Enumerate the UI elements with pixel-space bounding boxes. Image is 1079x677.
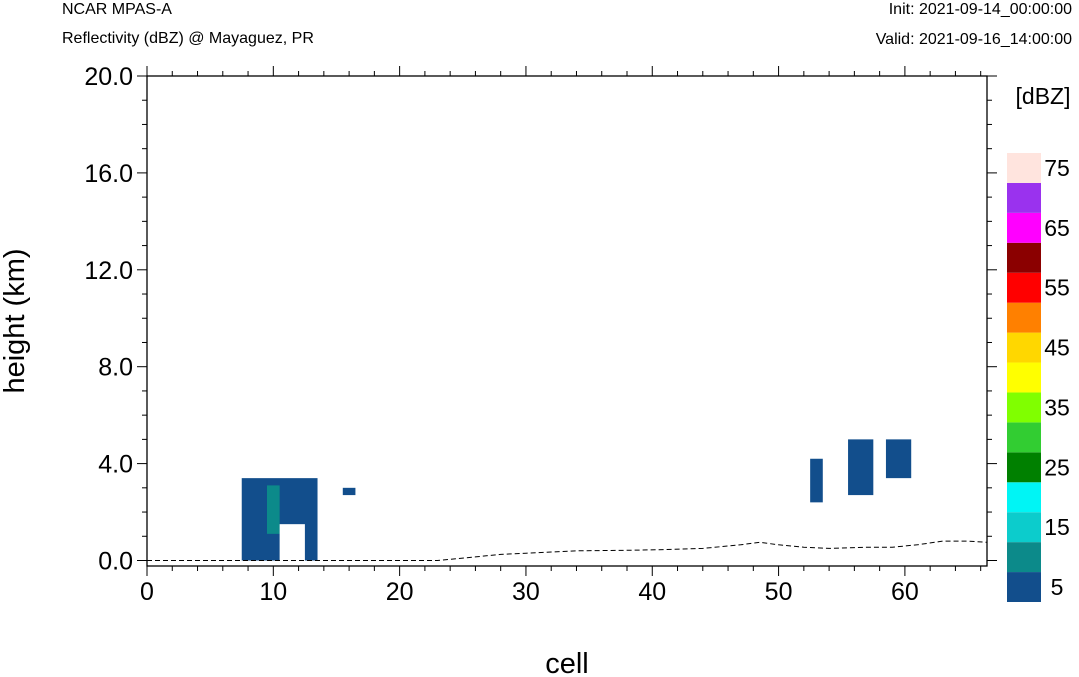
reflectivity-cell bbox=[885, 439, 912, 479]
y-tick-label: 20.0 bbox=[84, 63, 133, 91]
plot-frame bbox=[146, 75, 988, 567]
y-tick-label: 8.0 bbox=[98, 354, 133, 382]
colorbar-swatch bbox=[1007, 512, 1041, 543]
colorbar-swatch bbox=[1007, 272, 1041, 303]
init-time: Init: 2021-09-14_00:00:00 bbox=[888, 1, 1072, 18]
colorbar-swatch bbox=[1007, 332, 1041, 363]
colorbar-swatch bbox=[1007, 182, 1041, 213]
colorbar-unit-label: [dBZ] bbox=[1016, 83, 1071, 109]
plot-subtitle: Reflectivity (dBZ) @ Mayaguez, PR bbox=[62, 30, 314, 47]
colorbar-swatch bbox=[1007, 362, 1041, 393]
valid-time: Valid: 2021-09-16_14:00:00 bbox=[875, 31, 1072, 48]
reflectivity-cell bbox=[848, 439, 874, 496]
y-tick-label: 0.0 bbox=[98, 548, 133, 576]
x-axis-title: cell bbox=[545, 648, 589, 677]
x-tick-label: 10 bbox=[259, 578, 287, 606]
colorbar-label: 45 bbox=[1044, 335, 1070, 361]
colorbar-swatch bbox=[1007, 572, 1041, 602]
reflectivity-cell bbox=[810, 458, 823, 503]
reflectivity-cell bbox=[267, 485, 280, 534]
y-axis-title: height (km) bbox=[0, 248, 31, 393]
colorbar-swatch bbox=[1007, 302, 1041, 333]
colorbar-label: 55 bbox=[1044, 275, 1070, 301]
colorbar-swatch bbox=[1007, 392, 1041, 423]
model-title: NCAR MPAS-A bbox=[62, 1, 172, 18]
colorbar-label: 25 bbox=[1044, 454, 1070, 480]
reflectivity-cell bbox=[342, 487, 356, 496]
y-tick-label: 4.0 bbox=[98, 451, 133, 479]
colorbar-swatch bbox=[1007, 212, 1041, 243]
colorbar-label: 75 bbox=[1044, 155, 1070, 181]
x-tick-label: 40 bbox=[638, 578, 666, 606]
x-tick-label: 60 bbox=[891, 578, 919, 606]
colorbar-label: 5 bbox=[1051, 574, 1064, 600]
colorbar-label: 15 bbox=[1044, 514, 1070, 540]
colorbar-swatch bbox=[1007, 422, 1041, 453]
missing-data-cell bbox=[279, 524, 305, 561]
colorbar-swatch bbox=[1007, 482, 1041, 513]
x-tick-label: 20 bbox=[386, 578, 414, 606]
colorbar-swatch bbox=[1007, 242, 1041, 273]
colorbar-swatch bbox=[1007, 452, 1041, 483]
x-tick-label: 50 bbox=[765, 578, 793, 606]
colorbar-label: 35 bbox=[1044, 394, 1070, 420]
y-tick-label: 12.0 bbox=[84, 257, 133, 285]
y-tick-label: 16.0 bbox=[84, 160, 133, 188]
x-tick-label: 0 bbox=[140, 578, 154, 606]
colorbar-swatch bbox=[1007, 542, 1041, 573]
colorbar-swatch bbox=[1007, 153, 1041, 183]
x-tick-label: 30 bbox=[512, 578, 540, 606]
colorbar-label: 65 bbox=[1044, 215, 1070, 241]
